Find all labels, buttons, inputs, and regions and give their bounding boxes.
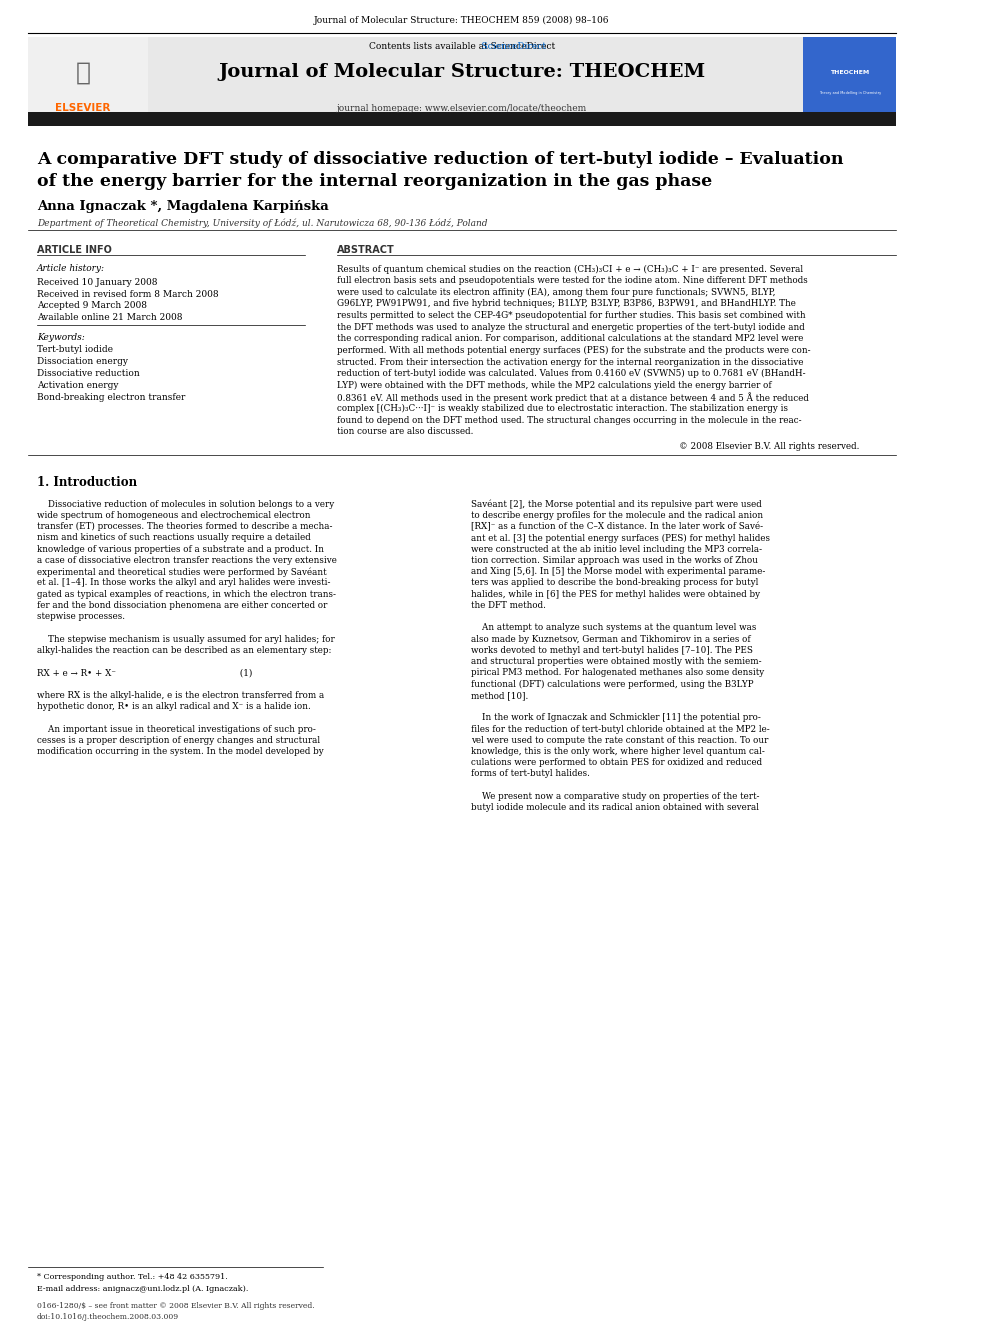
Text: © 2008 Elsevier B.V. All rights reserved.: © 2008 Elsevier B.V. All rights reserved…	[679, 442, 859, 451]
Text: 1. Introduction: 1. Introduction	[37, 476, 137, 490]
Text: the DFT methods was used to analyze the structural and energetic properties of t: the DFT methods was used to analyze the …	[337, 323, 805, 332]
Text: Dissociation energy: Dissociation energy	[37, 357, 128, 366]
Text: A comparative DFT study of dissociative reduction of tert-butyl iodide – Evaluat: A comparative DFT study of dissociative …	[37, 151, 843, 168]
Text: Results of quantum chemical studies on the reaction (CH₃)₃CI + e → (CH₃)₃C + I⁻ : Results of quantum chemical studies on t…	[337, 265, 804, 274]
Text: LYP) were obtained with the DFT methods, while the MP2 calculations yield the en: LYP) were obtained with the DFT methods,…	[337, 381, 772, 390]
Text: alkyl-halides the reaction can be described as an elementary step:: alkyl-halides the reaction can be descri…	[37, 646, 331, 655]
Text: nism and kinetics of such reactions usually require a detailed: nism and kinetics of such reactions usua…	[37, 533, 310, 542]
Text: wide spectrum of homogeneous and electrochemical electron: wide spectrum of homogeneous and electro…	[37, 511, 310, 520]
Text: of the energy barrier for the internal reorganization in the gas phase: of the energy barrier for the internal r…	[37, 173, 712, 191]
Text: Available online 21 March 2008: Available online 21 March 2008	[37, 314, 183, 323]
Text: We present now a comparative study on properties of the tert-: We present now a comparative study on pr…	[471, 792, 760, 800]
Text: In the work of Ignaczak and Schmickler [11] the potential pro-: In the work of Ignaczak and Schmickler […	[471, 713, 761, 722]
Text: culations were performed to obtain PES for oxidized and reduced: culations were performed to obtain PES f…	[471, 758, 762, 767]
Text: 0166-1280/$ – see front matter © 2008 Elsevier B.V. All rights reserved.: 0166-1280/$ – see front matter © 2008 El…	[37, 1302, 314, 1310]
Text: ARTICLE INFO: ARTICLE INFO	[37, 245, 112, 254]
Text: Article history:: Article history:	[37, 265, 105, 274]
Text: also made by Kuznetsov, German and Tikhomirov in a series of: also made by Kuznetsov, German and Tikho…	[471, 635, 751, 643]
Text: tion correction. Similar approach was used in the works of Zhou: tion correction. Similar approach was us…	[471, 556, 758, 565]
Text: Received in revised form 8 March 2008: Received in revised form 8 March 2008	[37, 290, 218, 299]
Text: and structural properties were obtained mostly with the semiem-: and structural properties were obtained …	[471, 658, 762, 665]
Text: et al. [1–4]. In those works the alkyl and aryl halides were investi-: et al. [1–4]. In those works the alkyl a…	[37, 578, 330, 587]
Text: Journal of Molecular Structure: THEOCHEM 859 (2008) 98–106: Journal of Molecular Structure: THEOCHEM…	[314, 16, 609, 25]
Text: The stepwise mechanism is usually assumed for aryl halides; for: The stepwise mechanism is usually assume…	[37, 635, 334, 643]
Text: G96LYP, PW91PW91, and five hybrid techniques; B1LYP, B3LYP, B3P86, B3PW91, and B: G96LYP, PW91PW91, and five hybrid techni…	[337, 299, 796, 308]
Text: the corresponding radical anion. For comparison, additional calculations at the : the corresponding radical anion. For com…	[337, 335, 804, 343]
Text: structed. From their intersection the activation energy for the internal reorgan: structed. From their intersection the ac…	[337, 357, 804, 366]
Text: ELSEVIER: ELSEVIER	[56, 103, 111, 114]
Text: were used to calculate its electron affinity (EA), among them four pure function: were used to calculate its electron affi…	[337, 287, 776, 296]
Text: doi:10.1016/j.theochem.2008.03.009: doi:10.1016/j.theochem.2008.03.009	[37, 1312, 180, 1320]
Text: works devoted to methyl and tert-butyl halides [7–10]. The PES: works devoted to methyl and tert-butyl h…	[471, 646, 753, 655]
Text: results permitted to select the CEP-4G* pseudopotential for further studies. Thi: results permitted to select the CEP-4G* …	[337, 311, 806, 320]
Text: fer and the bond dissociation phenomena are either concerted or: fer and the bond dissociation phenomena …	[37, 601, 327, 610]
Text: Contents lists available at ScienceDirect: Contents lists available at ScienceDirec…	[369, 42, 555, 52]
Text: Tert-butyl iodide: Tert-butyl iodide	[37, 345, 113, 355]
Text: forms of tert-butyl halides.: forms of tert-butyl halides.	[471, 770, 590, 778]
Text: tion course are also discussed.: tion course are also discussed.	[337, 427, 473, 437]
Text: Savéant [2], the Morse potential and its repulsive part were used: Savéant [2], the Morse potential and its…	[471, 500, 762, 509]
Text: a case of dissociative electron transfer reactions the very extensive: a case of dissociative electron transfer…	[37, 556, 337, 565]
Text: 🌳: 🌳	[75, 61, 90, 85]
Text: were constructed at the ab initio level including the MP3 correla-: were constructed at the ab initio level …	[471, 545, 762, 554]
Text: cesses is a proper description of energy changes and structural: cesses is a proper description of energy…	[37, 736, 320, 745]
Text: Anna Ignaczak *, Magdalena Karpińska: Anna Ignaczak *, Magdalena Karpińska	[37, 200, 328, 213]
Text: RX + e → R• + X⁻                                             (1): RX + e → R• + X⁻ (1)	[37, 668, 252, 677]
Text: where RX is the alkyl-halide, e is the electron transferred from a: where RX is the alkyl-halide, e is the e…	[37, 691, 324, 700]
Text: An important issue in theoretical investigations of such pro-: An important issue in theoretical invest…	[37, 725, 315, 733]
Text: vel were used to compute the rate constant of this reaction. To our: vel were used to compute the rate consta…	[471, 736, 769, 745]
Text: Dissociative reduction: Dissociative reduction	[37, 369, 140, 378]
Text: THEOCHEM: THEOCHEM	[830, 70, 869, 75]
Text: Journal of Molecular Structure: THEOCHEM: Journal of Molecular Structure: THEOCHEM	[218, 64, 705, 82]
Text: and Xing [5,6]. In [5] the Morse model with experimental parame-: and Xing [5,6]. In [5] the Morse model w…	[471, 568, 766, 577]
Text: reduction of tert-butyl iodide was calculated. Values from 0.4160 eV (SVWN5) up : reduction of tert-butyl iodide was calcu…	[337, 369, 806, 378]
Text: Keywords:: Keywords:	[37, 333, 84, 343]
Text: ters was applied to describe the bond-breaking process for butyl: ters was applied to describe the bond-br…	[471, 578, 759, 587]
Text: method [10].: method [10].	[471, 691, 529, 700]
Text: * Corresponding author. Tel.: +48 42 6355791.: * Corresponding author. Tel.: +48 42 635…	[37, 1273, 228, 1281]
Text: files for the reduction of tert-butyl chloride obtained at the MP2 le-: files for the reduction of tert-butyl ch…	[471, 725, 770, 733]
FancyBboxPatch shape	[28, 112, 896, 126]
Text: pirical PM3 method. For halogenated methanes also some density: pirical PM3 method. For halogenated meth…	[471, 668, 764, 677]
Text: stepwise processes.: stepwise processes.	[37, 613, 125, 620]
Text: complex [(CH₃)₃C···I]⁻ is weakly stabilized due to electrostatic interaction. Th: complex [(CH₃)₃C···I]⁻ is weakly stabili…	[337, 404, 788, 413]
Text: knowledge of various properties of a substrate and a product. In: knowledge of various properties of a sub…	[37, 545, 324, 554]
FancyBboxPatch shape	[804, 37, 896, 119]
Text: Accepted 9 March 2008: Accepted 9 March 2008	[37, 302, 147, 311]
Text: Theory and Modelling in Chemistry: Theory and Modelling in Chemistry	[818, 90, 881, 94]
Text: halides, while in [6] the PES for methyl halides were obtained by: halides, while in [6] the PES for methyl…	[471, 590, 760, 599]
Text: experimental and theoretical studies were performed by Savéant: experimental and theoretical studies wer…	[37, 568, 326, 577]
Text: journal homepage: www.elsevier.com/locate/theochem: journal homepage: www.elsevier.com/locat…	[336, 105, 587, 114]
Text: ABSTRACT: ABSTRACT	[337, 245, 395, 254]
Text: functional (DFT) calculations were performed, using the B3LYP: functional (DFT) calculations were perfo…	[471, 680, 754, 689]
Text: modification occurring in the system. In the model developed by: modification occurring in the system. In…	[37, 747, 323, 755]
Text: E-mail address: anignacz@uni.lodz.pl (A. Ignaczak).: E-mail address: anignacz@uni.lodz.pl (A.…	[37, 1285, 248, 1293]
Text: An attempt to analyze such systems at the quantum level was: An attempt to analyze such systems at th…	[471, 623, 756, 632]
FancyBboxPatch shape	[28, 37, 148, 119]
Text: the DFT method.: the DFT method.	[471, 601, 546, 610]
Text: butyl iodide molecule and its radical anion obtained with several: butyl iodide molecule and its radical an…	[471, 803, 759, 812]
Text: [RX]⁻ as a function of the C–X distance. In the later work of Savé-: [RX]⁻ as a function of the C–X distance.…	[471, 523, 763, 532]
Text: Department of Theoretical Chemistry, University of Łódź, ul. Narutowicza 68, 90-: Department of Theoretical Chemistry, Uni…	[37, 218, 487, 228]
Text: performed. With all methods potential energy surfaces (PES) for the substrate an: performed. With all methods potential en…	[337, 345, 810, 355]
Text: 0.8361 eV. All methods used in the present work predict that at a distance betwe: 0.8361 eV. All methods used in the prese…	[337, 393, 808, 404]
Text: Activation energy: Activation energy	[37, 381, 118, 390]
Text: found to depend on the DFT method used. The structural changes occurring in the : found to depend on the DFT method used. …	[337, 415, 802, 425]
Text: Received 10 January 2008: Received 10 January 2008	[37, 278, 158, 287]
Text: gated as typical examples of reactions, in which the electron trans-: gated as typical examples of reactions, …	[37, 590, 336, 599]
Text: transfer (ET) processes. The theories formed to describe a mecha-: transfer (ET) processes. The theories fo…	[37, 523, 332, 532]
Text: ScienceDirect: ScienceDirect	[378, 42, 546, 52]
Text: Dissociative reduction of molecules in solution belongs to a very: Dissociative reduction of molecules in s…	[37, 500, 334, 509]
Text: ant et al. [3] the potential energy surfaces (PES) for methyl halides: ant et al. [3] the potential energy surf…	[471, 533, 770, 542]
Text: Bond-breaking electron transfer: Bond-breaking electron transfer	[37, 393, 186, 402]
Text: hypothetic donor, R• is an alkyl radical and X⁻ is a halide ion.: hypothetic donor, R• is an alkyl radical…	[37, 703, 310, 710]
FancyBboxPatch shape	[28, 37, 896, 119]
Text: knowledge, this is the only work, where higher level quantum cal-: knowledge, this is the only work, where …	[471, 747, 765, 755]
Text: full electron basis sets and pseudopotentials were tested for the iodine atom. N: full electron basis sets and pseudopoten…	[337, 277, 807, 284]
Text: to describe energy profiles for the molecule and the radical anion: to describe energy profiles for the mole…	[471, 511, 763, 520]
